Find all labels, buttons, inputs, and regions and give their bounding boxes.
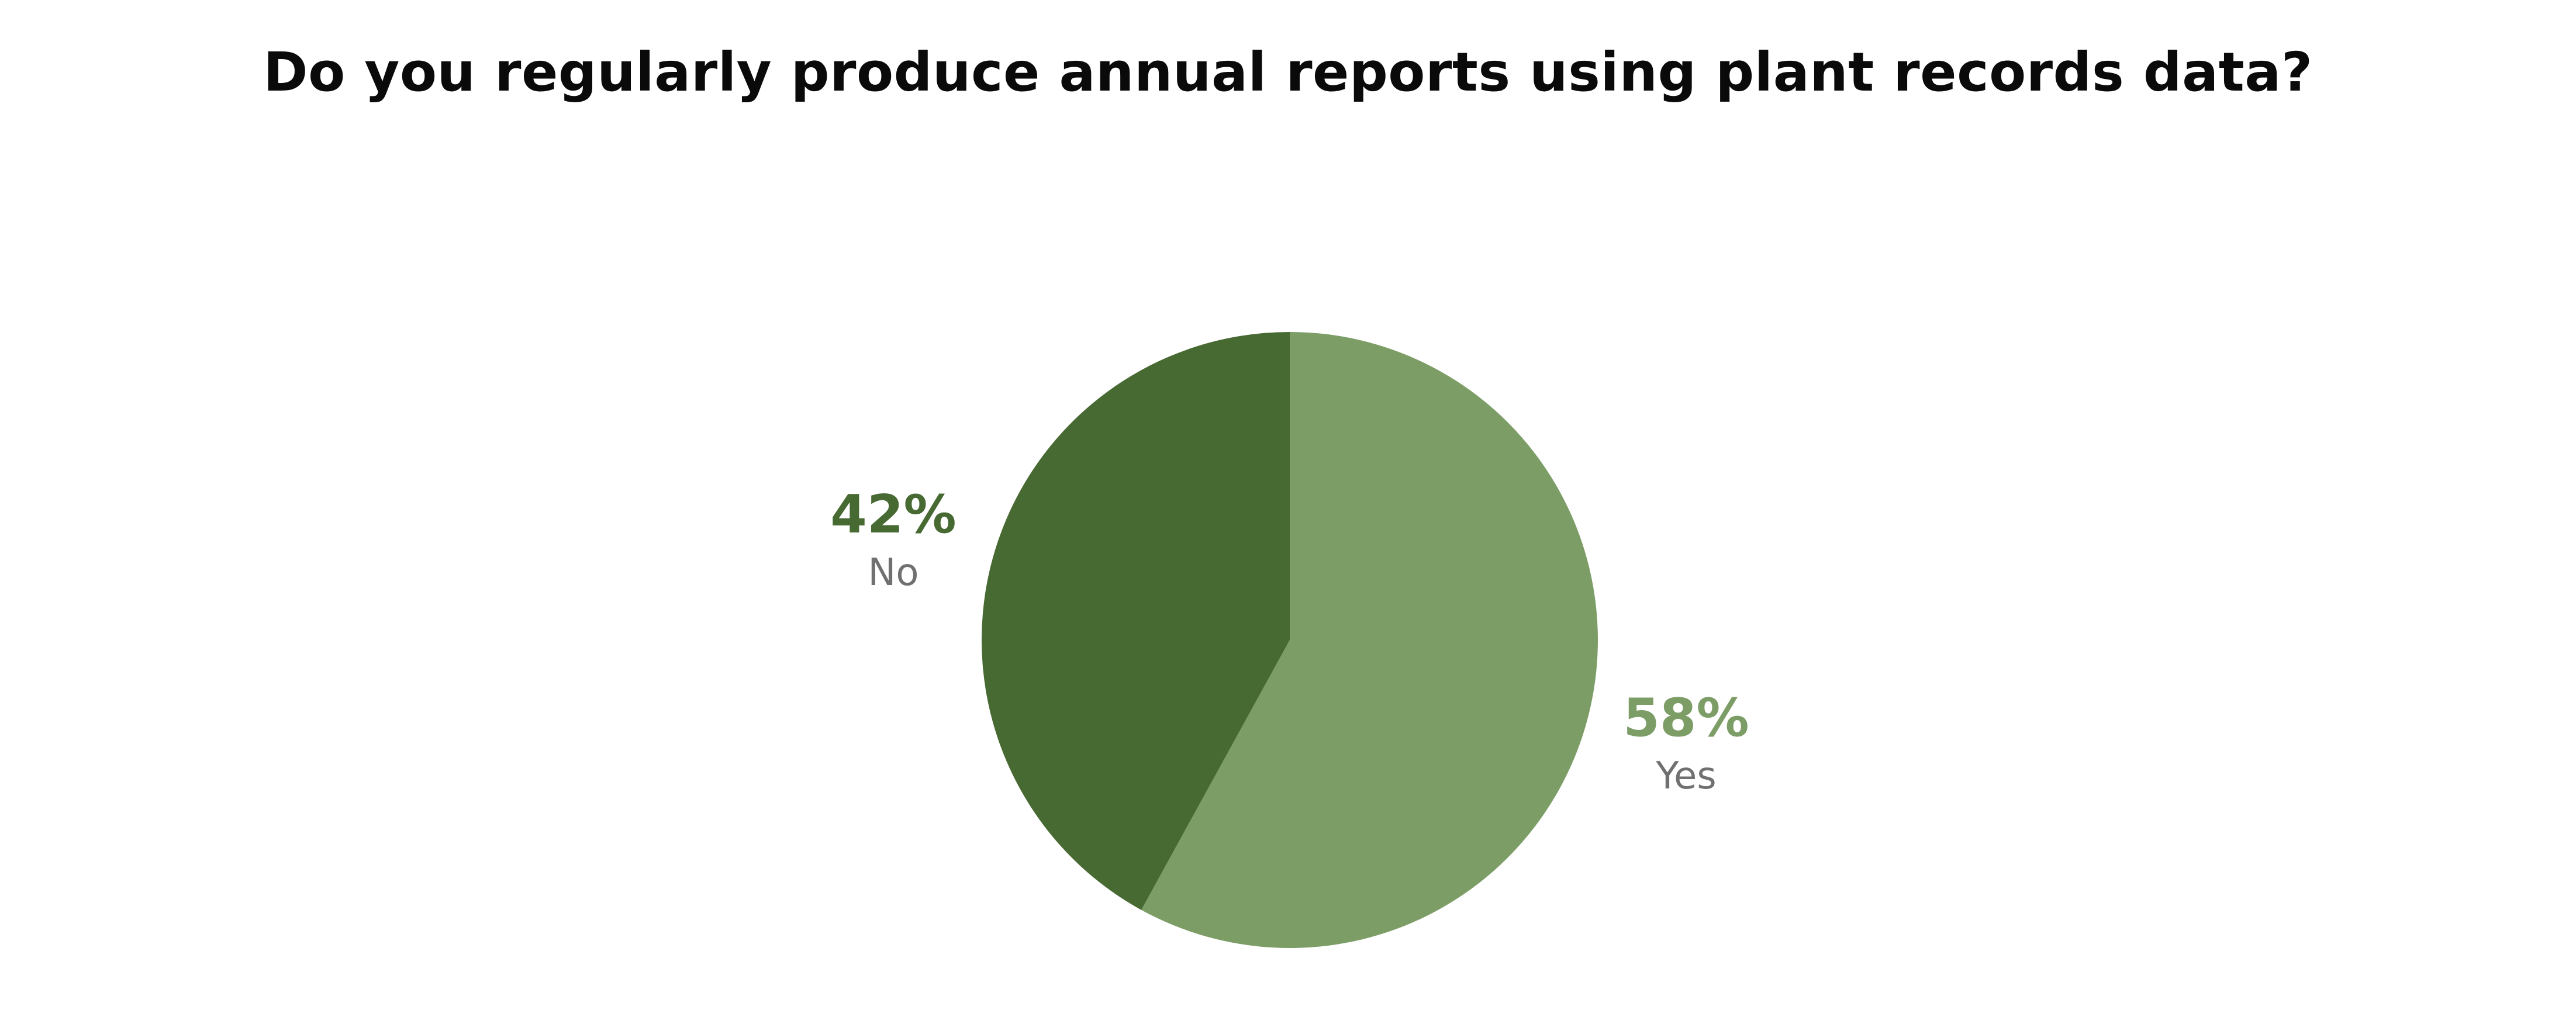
slice-value-label-no: 42% [830,484,956,545]
pie-slice-yes [1141,332,1598,948]
pie-slice-no [982,332,1290,910]
pie-labels: 58% Yes 42% No [830,484,1749,798]
slice-value-label-yes: 58% [1623,687,1749,749]
slice-category-label-yes: Yes [1655,755,1716,798]
pie-slices [982,332,1598,948]
chart-title: Do you regularly produce annual reports … [263,41,2313,103]
slice-category-label-no: No [868,551,918,594]
